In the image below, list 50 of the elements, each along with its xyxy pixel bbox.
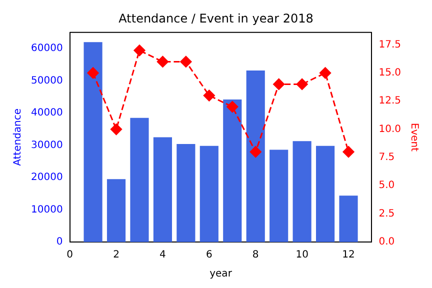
point — [156, 56, 168, 68]
y2-tick-label: 2.5 — [378, 208, 395, 220]
y-tick-label: 30000 — [31, 140, 63, 151]
bar — [106, 179, 126, 242]
x-tick-label: 2 — [113, 250, 120, 261]
x-tick-label: 4 — [160, 250, 166, 261]
point — [342, 146, 354, 158]
y2-tick-label: 15.0 — [378, 68, 401, 79]
x-tick-label: 8 — [252, 250, 259, 261]
bar — [176, 144, 196, 242]
bar — [316, 146, 335, 242]
x-tick-label: 0 — [66, 250, 73, 261]
bar — [270, 150, 288, 242]
y-tick-label: 40000 — [31, 108, 63, 119]
x-tick-label: 6 — [206, 250, 212, 261]
y-tick-label: 10000 — [31, 204, 63, 216]
y2-tick-label: 17.5 — [378, 39, 401, 50]
point — [87, 67, 99, 79]
bar — [200, 146, 218, 242]
y2-tick-label: 5.0 — [378, 180, 395, 192]
bar — [84, 42, 102, 242]
bar — [246, 70, 265, 242]
point — [203, 90, 215, 102]
y-tick-label: 20000 — [31, 172, 63, 184]
bar — [223, 99, 242, 242]
y2-axis-title: Event — [408, 122, 420, 152]
bar — [292, 141, 312, 242]
point — [320, 67, 332, 79]
point — [110, 124, 122, 136]
y-tick-label: 0 — [56, 236, 63, 248]
bar — [130, 118, 149, 242]
y2-tick-label: 12.5 — [378, 96, 401, 107]
y2-tick-label: 7.5 — [378, 152, 395, 164]
x-tick-label: 12 — [342, 250, 355, 261]
point — [250, 146, 262, 158]
y-axis-title: Attendance — [12, 108, 24, 166]
point — [226, 101, 238, 113]
chart-title: Attendance / Event in year 2018 — [118, 11, 314, 26]
point — [296, 78, 308, 90]
y2-tick-label: 0.0 — [378, 236, 395, 248]
y-tick-label: 60000 — [31, 43, 63, 54]
x-axis-title: year — [210, 268, 233, 280]
bar — [153, 137, 172, 242]
point — [134, 44, 146, 56]
point — [273, 78, 285, 90]
y-tick-label: 50000 — [31, 75, 63, 86]
bar — [339, 196, 358, 242]
point — [180, 56, 192, 68]
x-tick-label: 10 — [296, 250, 308, 261]
y2-tick-label: 10.0 — [378, 124, 401, 135]
